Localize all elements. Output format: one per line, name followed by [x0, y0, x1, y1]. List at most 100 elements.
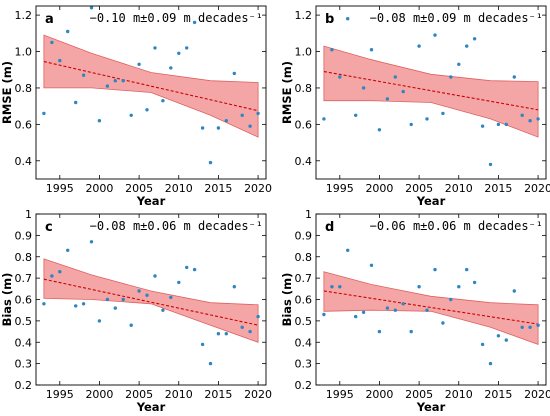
data-point — [256, 111, 260, 116]
x-tick-label: 2015 — [484, 182, 512, 195]
data-point — [512, 75, 516, 79]
data-point — [393, 308, 397, 312]
data-point — [200, 126, 205, 130]
data-point — [417, 285, 421, 289]
y-tick-label: 0.2 — [15, 379, 33, 392]
x-tick-label: 2000 — [365, 388, 393, 401]
panel-c: 1995 2000 2005 2010 2015 2020 0.2 0.3 0.4 0.5 0.6 0… — [0, 208, 272, 414]
data-point — [113, 306, 118, 310]
y-tick-label: 0.8 — [295, 82, 313, 95]
axes-frame — [315, 5, 547, 180]
data-point — [216, 126, 221, 130]
data-point — [208, 361, 213, 366]
data-point — [161, 308, 165, 312]
y-axis-title: RMSE (m) — [280, 61, 294, 124]
x-axis-title: Year — [416, 400, 446, 414]
confidence-band — [323, 271, 539, 345]
data-point — [224, 119, 228, 123]
data-point — [89, 6, 94, 10]
data-point — [520, 325, 524, 329]
x-tick-label: 2015 — [484, 388, 512, 401]
data-point — [457, 285, 461, 289]
x-tick-label: 1995 — [326, 388, 354, 401]
data-point — [145, 293, 149, 297]
y-tick-label: 0.7 — [15, 272, 33, 285]
trend-line — [323, 290, 539, 325]
y-axis-title: Bias (m) — [0, 273, 14, 327]
data-point — [496, 122, 501, 127]
data-point — [192, 20, 197, 25]
data-point — [322, 312, 326, 317]
y-tick-label: 0.9 — [295, 229, 313, 242]
data-point — [465, 44, 469, 48]
data-point — [441, 111, 445, 116]
data-point — [97, 319, 102, 323]
trend-annotation: −0.08 m±0.09 m decades⁻¹ — [370, 11, 543, 25]
data-point — [504, 122, 508, 127]
data-point — [409, 122, 413, 127]
data-point — [232, 285, 236, 289]
data-point — [81, 73, 86, 77]
x-tick-label: 2020 — [244, 388, 272, 401]
data-point — [433, 267, 437, 272]
x-tick-label: 2010 — [165, 388, 193, 401]
data-point — [216, 332, 221, 336]
data-point — [105, 84, 110, 88]
panel-a: 1995 2000 2005 2010 2015 2020 0.4 0.6 0.8 1.0 1.2 Y… — [0, 5, 272, 208]
data-point — [248, 329, 252, 334]
y-tick-label: 0.5 — [295, 315, 313, 328]
data-point — [520, 113, 524, 118]
data-point — [169, 295, 173, 300]
data-point — [58, 270, 62, 274]
y-tick-label: 1.2 — [15, 9, 33, 22]
data-point — [472, 37, 477, 41]
data-point — [377, 329, 382, 334]
data-point — [449, 75, 453, 79]
data-point — [488, 162, 493, 167]
y-tick-label: 0.2 — [295, 379, 313, 392]
y-tick-label: 0.5 — [15, 315, 33, 328]
data-point — [425, 308, 429, 312]
x-tick-label: 1995 — [326, 182, 354, 195]
data-point — [74, 100, 78, 105]
data-point — [89, 240, 94, 244]
y-axis-title: Bias (m) — [280, 273, 294, 327]
data-point — [354, 113, 358, 118]
x-tick-label: 2000 — [85, 182, 113, 195]
axes-frame — [35, 5, 267, 180]
data-point — [361, 310, 366, 314]
data-point — [512, 289, 516, 293]
confidence-band — [43, 34, 259, 138]
data-point — [480, 124, 485, 128]
x-tick-label: 2005 — [125, 388, 153, 401]
x-tick-label: 2020 — [524, 388, 550, 401]
data-point — [81, 302, 86, 306]
data-point — [536, 117, 540, 121]
data-point — [369, 263, 374, 267]
trend-annotation: −0.08 m±0.06 m decades⁻¹ — [90, 219, 263, 233]
data-point — [528, 119, 532, 123]
data-point — [129, 323, 133, 327]
panel-d: 1995 2000 2005 2010 2015 2020 0.2 0.3 0.4 0.5 0.6 0… — [280, 208, 550, 414]
x-tick-label: 2015 — [204, 182, 232, 195]
data-point — [177, 280, 181, 285]
data-point — [472, 280, 477, 285]
y-tick-label: 0.8 — [15, 251, 33, 264]
data-point — [74, 304, 78, 308]
data-point — [192, 267, 197, 272]
y-tick-label: 1 — [305, 208, 312, 221]
data-point — [330, 48, 334, 52]
x-tick-label: 2000 — [85, 388, 113, 401]
data-point — [66, 29, 70, 34]
data-point — [113, 79, 118, 83]
x-tick-label: 2010 — [445, 388, 473, 401]
y-tick-label: 0.6 — [295, 294, 313, 307]
data-point — [354, 314, 358, 319]
data-point — [145, 108, 149, 112]
data-point — [409, 329, 413, 334]
data-point — [97, 119, 102, 123]
data-point — [393, 75, 397, 79]
y-tick-label: 1.0 — [15, 46, 33, 59]
x-axis-title: Year — [136, 194, 166, 208]
y-tick-label: 0.6 — [295, 118, 313, 131]
